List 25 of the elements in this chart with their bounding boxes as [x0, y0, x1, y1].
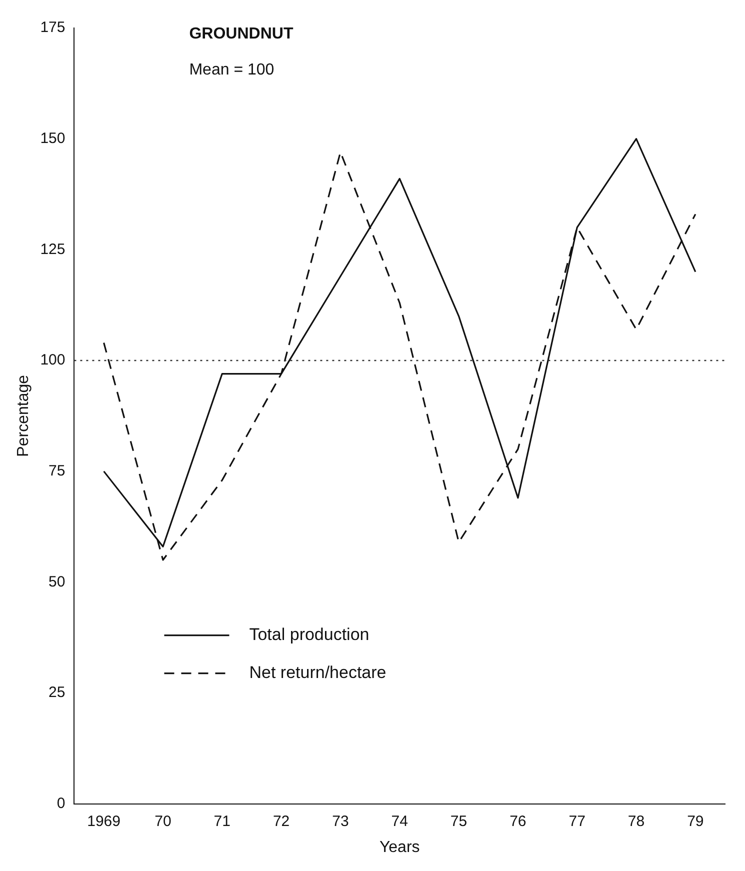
chart-title: GROUNDNUT	[189, 25, 294, 42]
x-tick-label: 75	[450, 812, 468, 830]
x-tick-label: 71	[214, 812, 230, 830]
x-tick-label: 1969	[87, 812, 120, 830]
x-tick-label: 73	[332, 812, 349, 830]
y-tick-label: 0	[56, 794, 66, 812]
y-tick-label: 125	[40, 240, 66, 258]
x-tick-label: 76	[510, 812, 526, 830]
x-tick-label: 70	[154, 812, 172, 830]
x-axis-title: Years	[379, 838, 420, 856]
x-tick-label: 72	[272, 812, 290, 830]
text: Mean = 100	[189, 61, 274, 78]
y-tick-label: 75	[48, 462, 66, 480]
legend-label: Net return/hectare	[249, 663, 386, 682]
x-tick-label: 79	[687, 812, 704, 830]
x-tick-label: 77	[568, 812, 586, 830]
y-tick-label: 50	[48, 573, 66, 590]
y-axis-title: Percentage	[15, 374, 32, 457]
y-tick-label: 150	[40, 130, 66, 147]
y-tick-label: 100	[40, 352, 66, 369]
x-tick-label: 74	[391, 812, 408, 830]
y-tick-label: 25	[48, 684, 66, 702]
legend-label: Total production	[249, 625, 370, 644]
y-tick-label: 175	[40, 19, 66, 36]
x-tick-label: 78	[628, 812, 645, 830]
